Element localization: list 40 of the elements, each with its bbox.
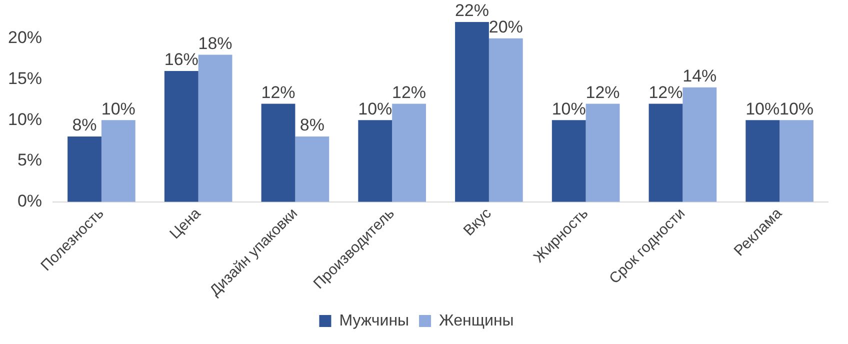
bar [295, 136, 330, 202]
bar [682, 87, 717, 202]
x-tick-label: Вкус [460, 204, 496, 240]
bar [780, 120, 814, 202]
data-label: 10% [358, 99, 392, 118]
y-tick-label: 10% [8, 110, 42, 129]
y-tick-label: 0% [17, 192, 42, 211]
data-label: 10% [552, 99, 586, 118]
data-label: 18% [198, 34, 232, 53]
bar [101, 120, 136, 202]
bar [358, 120, 392, 202]
bar [198, 54, 232, 202]
y-tick-label: 20% [8, 28, 42, 48]
bar [68, 136, 102, 202]
data-label: 8% [300, 116, 324, 135]
legend-label: Женщины [439, 312, 514, 330]
bar [261, 104, 296, 202]
bar [552, 120, 586, 202]
data-label: 12% [261, 82, 296, 102]
bar [164, 71, 198, 202]
y-tick-label: 15% [8, 68, 42, 88]
bar [648, 104, 683, 202]
data-label: 10% [101, 99, 136, 118]
data-label: 20% [488, 18, 523, 37]
data-label: 12% [586, 82, 620, 102]
data-label: 8% [72, 116, 97, 135]
data-label: 22% [454, 1, 490, 20]
bar [586, 104, 620, 202]
data-label: 10% [780, 99, 814, 118]
bar [455, 22, 489, 202]
data-label: 10% [746, 99, 780, 118]
data-label: 12% [648, 82, 683, 102]
data-label: 14% [682, 66, 717, 86]
data-label: 12% [392, 82, 426, 102]
bar [392, 104, 426, 202]
y-tick-label: 5% [17, 150, 42, 170]
data-label: 16% [164, 50, 198, 70]
legend-label: Мужчины [339, 312, 410, 330]
bar [488, 38, 523, 202]
bar [746, 120, 780, 202]
